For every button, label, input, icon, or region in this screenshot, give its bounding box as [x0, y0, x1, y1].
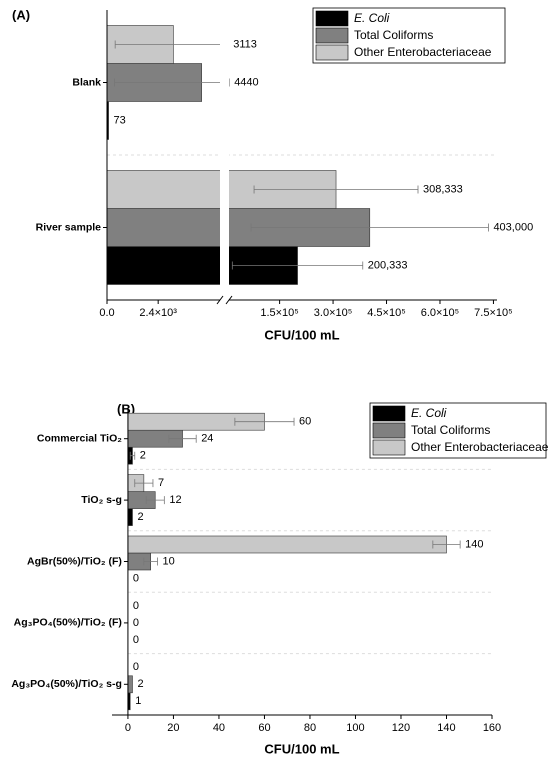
category-label: Ag₃PO₄(50%)/TiO₂ (F) [14, 617, 122, 629]
legend-label: Other Enterobacteriaceae [411, 440, 549, 454]
x-tick-label: 80 [304, 722, 316, 734]
value-label: 1 [135, 695, 141, 707]
bar [127, 675, 133, 694]
x-axis-label: CFU/100 mL [264, 741, 339, 756]
value-label: 140 [465, 538, 483, 550]
x-tick-label: 4.5×10⁵ [367, 307, 406, 319]
x-tick-label: 2.4×10³ [139, 307, 177, 319]
value-label: 24 [201, 433, 213, 445]
panel-title: (A) [12, 7, 30, 22]
category-label: Blank [72, 76, 101, 88]
value-label: 60 [299, 416, 311, 428]
x-tick-label: 0 [125, 722, 131, 734]
category-label: River sample [36, 221, 102, 233]
legend-swatch [372, 439, 406, 456]
error-bar [145, 496, 165, 505]
value-label: 0 [133, 572, 139, 584]
error-bar [168, 434, 197, 443]
error-bar [231, 261, 364, 270]
category-label: Commercial TiO₂ [37, 432, 122, 444]
x-axis-label: CFU/100 mL [264, 327, 339, 342]
value-label: 403,000 [493, 221, 533, 233]
x-tick-label: 100 [346, 722, 364, 734]
error-bar [114, 78, 230, 87]
error-bar [234, 417, 295, 426]
x-tick-label: 0.0 [99, 307, 114, 319]
error-bar [253, 185, 419, 194]
value-label: 7 [158, 477, 164, 489]
value-label: 308,333 [423, 183, 463, 195]
x-tick-label: 60 [258, 722, 270, 734]
value-label: 4440 [234, 76, 258, 88]
bar [127, 508, 133, 526]
value-label: 12 [169, 494, 181, 506]
value-label: 0 [133, 634, 139, 646]
category-label: AgBr(50%)/TiO₂ (F) [27, 555, 122, 567]
legend-label: Other Enterobacteriaceae [354, 45, 492, 59]
legend-label: E. Coli [354, 11, 390, 25]
error-bar [432, 540, 461, 549]
category-label: TiO₂ s-g [81, 494, 122, 506]
value-label: 200,333 [368, 259, 408, 271]
x-tick-label: 160 [483, 722, 501, 734]
x-tick-label: 20 [167, 722, 179, 734]
error-bar [250, 223, 489, 232]
legend-swatch [372, 422, 406, 439]
value-label: 10 [163, 555, 175, 567]
legend-label: E. Coli [411, 406, 447, 420]
error-bar [143, 557, 158, 566]
value-label: 2 [140, 450, 146, 462]
legend-label: Total Coliforms [411, 423, 490, 437]
value-label: 0 [133, 661, 139, 673]
value-label: 73 [114, 114, 126, 126]
error-bar [129, 451, 136, 460]
value-label: 2 [137, 511, 143, 523]
axis-break-gap [220, 10, 229, 302]
x-tick-label: 7.5×10⁵ [474, 307, 513, 319]
break-mark [216, 295, 224, 305]
error-bar [134, 479, 154, 488]
value-label: 0 [133, 600, 139, 612]
category-label: Ag₃PO₄(50%)/TiO₂ s-g [11, 678, 122, 690]
value-label: 2 [137, 678, 143, 690]
x-tick-label: 1.5×10⁵ [260, 307, 299, 319]
value-label: 0 [133, 617, 139, 629]
value-label: 3113 [233, 38, 257, 50]
legend-swatch [315, 27, 349, 44]
x-tick-label: 40 [213, 722, 225, 734]
x-tick-label: 140 [437, 722, 455, 734]
x-tick-label: 3.0×10⁵ [314, 307, 353, 319]
legend-swatch [372, 405, 406, 422]
break-mark [225, 295, 233, 305]
legend-label: Total Coliforms [354, 28, 433, 42]
legend-swatch [315, 10, 349, 27]
x-tick-label: 6.0×10⁵ [421, 307, 460, 319]
bar [127, 535, 447, 554]
x-tick-label: 120 [392, 722, 410, 734]
panel-title: (B) [117, 401, 135, 416]
legend-swatch [315, 44, 349, 61]
